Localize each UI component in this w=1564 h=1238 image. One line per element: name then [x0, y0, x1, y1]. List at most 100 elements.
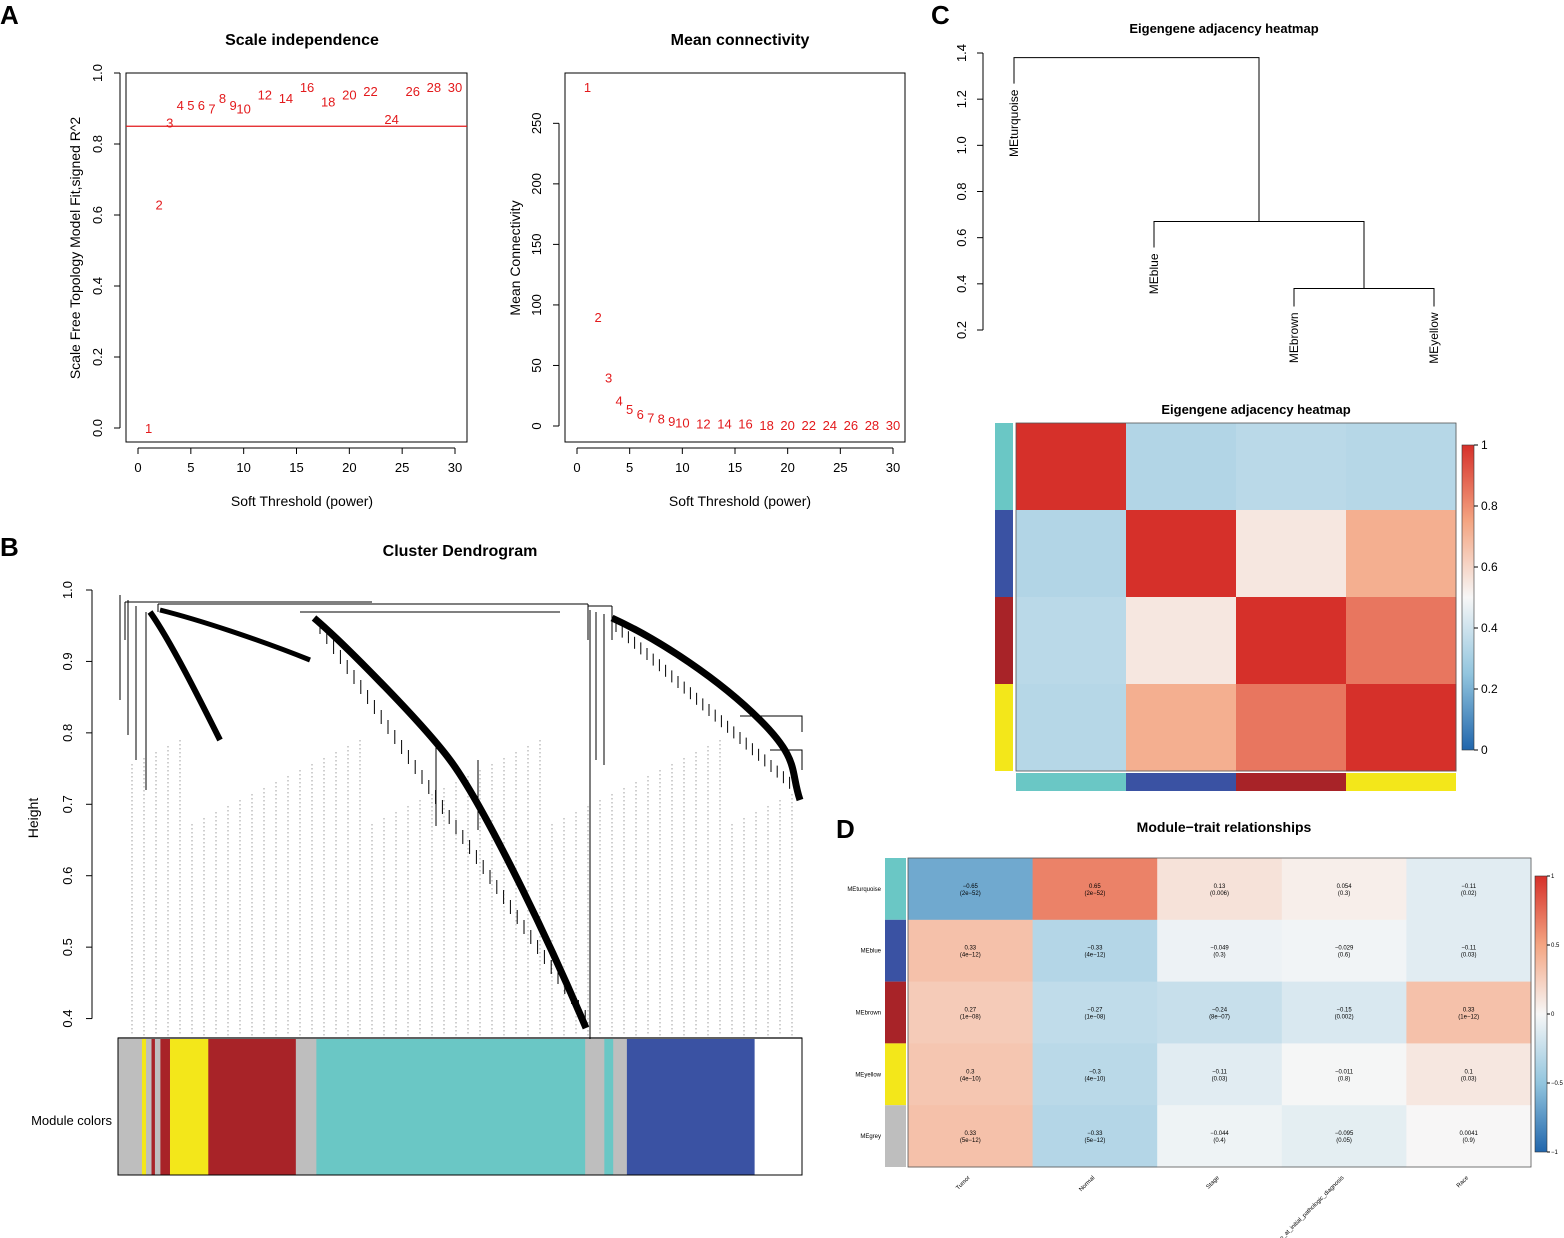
- eigengene-col-color: [1126, 773, 1236, 791]
- module-trait-col-label: Tumor: [955, 1175, 971, 1191]
- module-trait-cell-pvalue: (0.6): [1338, 953, 1350, 959]
- module-trait-cell-pvalue: (0.05): [1336, 1138, 1352, 1144]
- module-trait-cell: [1157, 1043, 1283, 1106]
- scale-independence-xlabel: Soft Threshold (power): [231, 493, 373, 509]
- module-trait-cell-value: −0.11: [1461, 946, 1476, 952]
- scale-independence-point-label: 28: [427, 80, 441, 95]
- dendrogram-branch-dense: [147, 610, 223, 742]
- module-trait-cell: [1032, 919, 1158, 983]
- module-color-bar-frame: [117, 1037, 803, 1176]
- module-trait-cell-value: −0.15: [1337, 1008, 1353, 1014]
- mean-connectivity-x-tick-label: 15: [728, 460, 742, 475]
- scale-independence-frame: [125, 72, 468, 443]
- mean-connectivity-x-tick-label: 25: [833, 460, 847, 475]
- panel-letter-d: D: [836, 814, 855, 844]
- eigengene-heatmap-cell: [1346, 423, 1457, 511]
- mean-connectivity-point-label: 14: [717, 417, 731, 432]
- module-color-segment: [208, 1039, 297, 1175]
- module-trait-cell: [908, 858, 1034, 921]
- scale-independence-point-label: 16: [300, 80, 314, 95]
- eigengene-row-color: [995, 423, 1013, 510]
- eigengene-leaf-label: MEyellow: [1427, 312, 1441, 364]
- module-trait-cell: [1157, 1105, 1283, 1168]
- dendrogram-branch: [124, 601, 372, 640]
- mean-connectivity-point-label: 4: [616, 394, 623, 409]
- eigengene-heatmap-title: Eigengene adjacency heatmap: [1161, 402, 1350, 417]
- scale-independence-point-label: 26: [405, 84, 419, 99]
- eigengene-dendrogram-branches: [1013, 57, 1435, 307]
- module-trait-cell: [1032, 1043, 1158, 1106]
- mean-connectivity-point-label: 30: [886, 418, 900, 433]
- module-trait-cell: [908, 981, 1034, 1044]
- module-trait-cell-value: 0.13: [1214, 884, 1226, 890]
- eigengene-merge: [1293, 287, 1435, 307]
- mean-connectivity-point-label: 6: [637, 407, 644, 422]
- eigengene-row-color: [995, 510, 1013, 597]
- module-trait-cell-pvalue: (1e−08): [960, 1015, 981, 1021]
- scale-independence-point-label: 4: [177, 98, 184, 113]
- cluster-dendrogram-y-tick-label: 0.7: [60, 795, 75, 813]
- module-trait-cell-value: −0.011: [1335, 1069, 1354, 1075]
- eigengene-dendrogram-y-tick-label: 0.8: [954, 182, 969, 200]
- module-trait-cell-value: 0.65: [1089, 884, 1101, 890]
- mean-connectivity-plot: Mean connectivity Soft Threshold (power)…: [507, 32, 906, 509]
- module-trait-cell: [1281, 858, 1407, 921]
- module-trait-cell-value: 0.1: [1465, 1069, 1474, 1075]
- panel-letter-a: A: [0, 0, 19, 30]
- eigengene-row-color: [995, 684, 1013, 771]
- scale-independence-point-label: 5: [187, 98, 194, 113]
- scale-independence-x-tick-label: 15: [289, 460, 303, 475]
- module-trait-frame: [907, 857, 1532, 1168]
- dendrogram-branch: [740, 715, 803, 770]
- mean-connectivity-point-label: 18: [759, 418, 773, 433]
- module-trait-cell-value: −0.33: [1087, 946, 1103, 952]
- mean-connectivity-frame: [564, 72, 906, 443]
- module-trait-cell-pvalue: (5e−12): [960, 1138, 981, 1144]
- cluster-dendrogram-y-tick-label: 0.8: [60, 724, 75, 742]
- mean-connectivity-x-tick-label: 10: [675, 460, 689, 475]
- module-trait-cell-value: −0.11: [1461, 884, 1476, 890]
- module-trait-cell-pvalue: (0.03): [1212, 1076, 1228, 1082]
- scale-independence-y-tick-label: 0.0: [90, 419, 105, 437]
- eigengene-heatmap-cell: [1016, 510, 1127, 598]
- module-trait-scale-label: 0.5: [1551, 943, 1560, 949]
- module-trait-color-scale: [1534, 875, 1548, 1153]
- module-trait-cell: [1032, 858, 1158, 921]
- scale-independence-point-label: 24: [384, 112, 398, 127]
- scale-independence-point-label: 7: [208, 102, 215, 117]
- mean-connectivity-ylabel: Mean Connectivity: [507, 200, 523, 315]
- module-trait-cell-pvalue: (0.002): [1335, 1015, 1354, 1021]
- eigengene-scale-label: 1: [1481, 438, 1488, 452]
- scale-independence-point-label: 14: [279, 91, 293, 106]
- module-color-segment: [118, 1039, 143, 1175]
- scale-independence-y-tick-label: 0.6: [90, 206, 105, 224]
- mean-connectivity-point-label: 5: [626, 402, 633, 417]
- module-trait-scale-label: 0: [1551, 1012, 1555, 1018]
- module-trait-row-label: MEturquoise: [847, 887, 881, 893]
- module-trait-cell: [1281, 981, 1407, 1044]
- scale-independence-point-label: 8: [219, 91, 226, 106]
- module-trait-cell-pvalue: (0.006): [1210, 891, 1229, 897]
- dendrogram-branch: [589, 610, 605, 1040]
- module-trait-cell-value: −0.33: [1087, 1131, 1103, 1137]
- module-trait-cell-pvalue: (2e−52): [960, 891, 981, 897]
- module-trait-cell-value: 0.33: [1463, 1008, 1475, 1014]
- mean-connectivity-y-tick-label: 250: [529, 112, 544, 134]
- mean-connectivity-point-label: 3: [605, 371, 612, 386]
- module-trait-cell-value: 0.3: [966, 1069, 975, 1075]
- dendrogram-branches: [119, 595, 804, 1040]
- eigengene-heatmap-cell: [1016, 423, 1127, 511]
- scale-independence-x-tick-label: 10: [236, 460, 250, 475]
- module-trait-heatmap: Module−trait relationships −0.65(2e−52)0…: [847, 819, 1563, 1238]
- eigengene-heatmap-cell: [1126, 510, 1237, 598]
- scale-independence-plot: Scale independence Soft Threshold (power…: [67, 32, 468, 509]
- module-trait-cell-pvalue: (1e−08): [1084, 1015, 1105, 1021]
- dendrogram-branch: [157, 603, 589, 612]
- dendrogram-branch: [587, 605, 613, 640]
- mean-connectivity-point-label: 26: [844, 418, 858, 433]
- mean-connectivity-point-label: 8: [658, 412, 665, 427]
- eigengene-scale-label: 0.4: [1481, 621, 1498, 635]
- module-trait-cell-value: −0.24: [1212, 1008, 1228, 1014]
- module-trait-cell-pvalue: (5e−12): [1084, 1138, 1105, 1144]
- mean-connectivity-point-label: 16: [738, 417, 752, 432]
